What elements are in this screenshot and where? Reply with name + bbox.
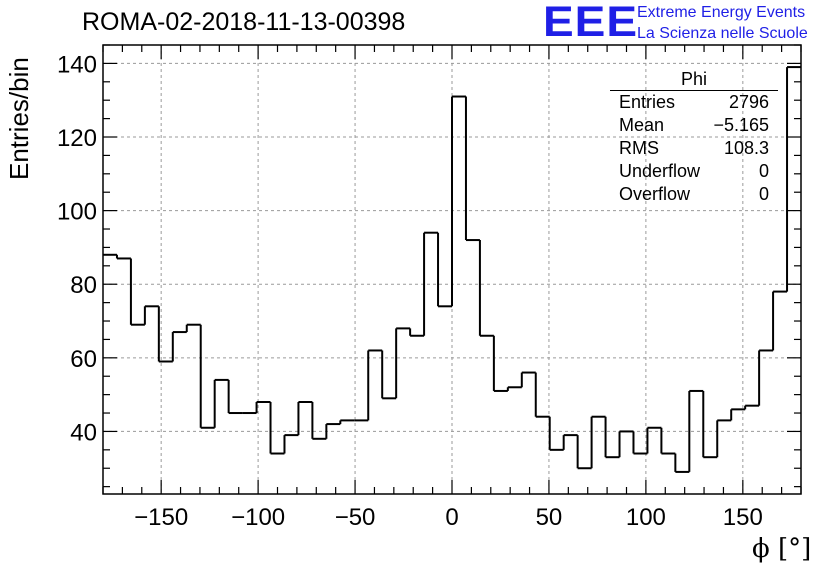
tick-labels: −150 −100 −50 0 50 100 150 40 60 80 100 120 140 — [57, 51, 763, 531]
stats-title: Phi — [610, 68, 778, 91]
y-tick-label: 120 — [57, 125, 97, 152]
stats-key: Mean — [619, 115, 665, 135]
x-tick-label: −150 — [134, 504, 188, 531]
chart-title: ROMA-02-2018-11-13-00398 — [82, 8, 406, 36]
stats-value: 2796 — [728, 92, 769, 112]
stats-row-rms: RMS 108.3 — [609, 137, 779, 160]
stats-value: −5.165 — [713, 115, 769, 135]
stats-key: RMS — [619, 138, 659, 158]
x-tick-label: 50 — [536, 504, 563, 531]
stats-row-mean: Mean −5.165 — [609, 114, 779, 137]
y-axis-label: Entries/bin — [4, 57, 34, 180]
x-tick-label: 150 — [723, 504, 763, 531]
logo-subtitle-line2: La Scienza nelle Scuole — [637, 25, 808, 42]
stats-row-overflow: Overflow 0 — [609, 183, 779, 206]
stats-key: Entries — [619, 92, 676, 112]
histogram-series — [103, 66, 801, 473]
stats-row-entries: Entries 2796 — [609, 91, 779, 114]
x-axis-label: ϕ [°] — [752, 534, 812, 564]
stats-value: 108.3 — [723, 138, 769, 158]
stats-value: 0 — [758, 161, 769, 181]
eee-logo-mark: EEE — [543, 0, 639, 46]
x-tick-label: 0 — [445, 504, 458, 531]
y-tick-label: 60 — [70, 346, 97, 373]
stats-box: Phi Entries 2796 Mean −5.165 RMS 108.3 U… — [609, 68, 779, 206]
stats-key: Overflow — [619, 184, 691, 204]
x-tick-label: −100 — [231, 504, 285, 531]
y-tick-label: 40 — [70, 419, 97, 446]
stats-key: Underflow — [619, 161, 701, 181]
stats-row-underflow: Underflow 0 — [609, 160, 779, 183]
logo-subtitle-line1: Extreme Energy Events — [637, 4, 806, 21]
y-tick-label: 80 — [70, 272, 97, 299]
y-tick-label: 100 — [57, 199, 97, 226]
axes — [102, 44, 802, 495]
stats-value: 0 — [758, 184, 769, 204]
y-tick-label: 140 — [57, 51, 97, 78]
x-tick-label: 100 — [626, 504, 666, 531]
x-tick-label: −50 — [335, 504, 376, 531]
